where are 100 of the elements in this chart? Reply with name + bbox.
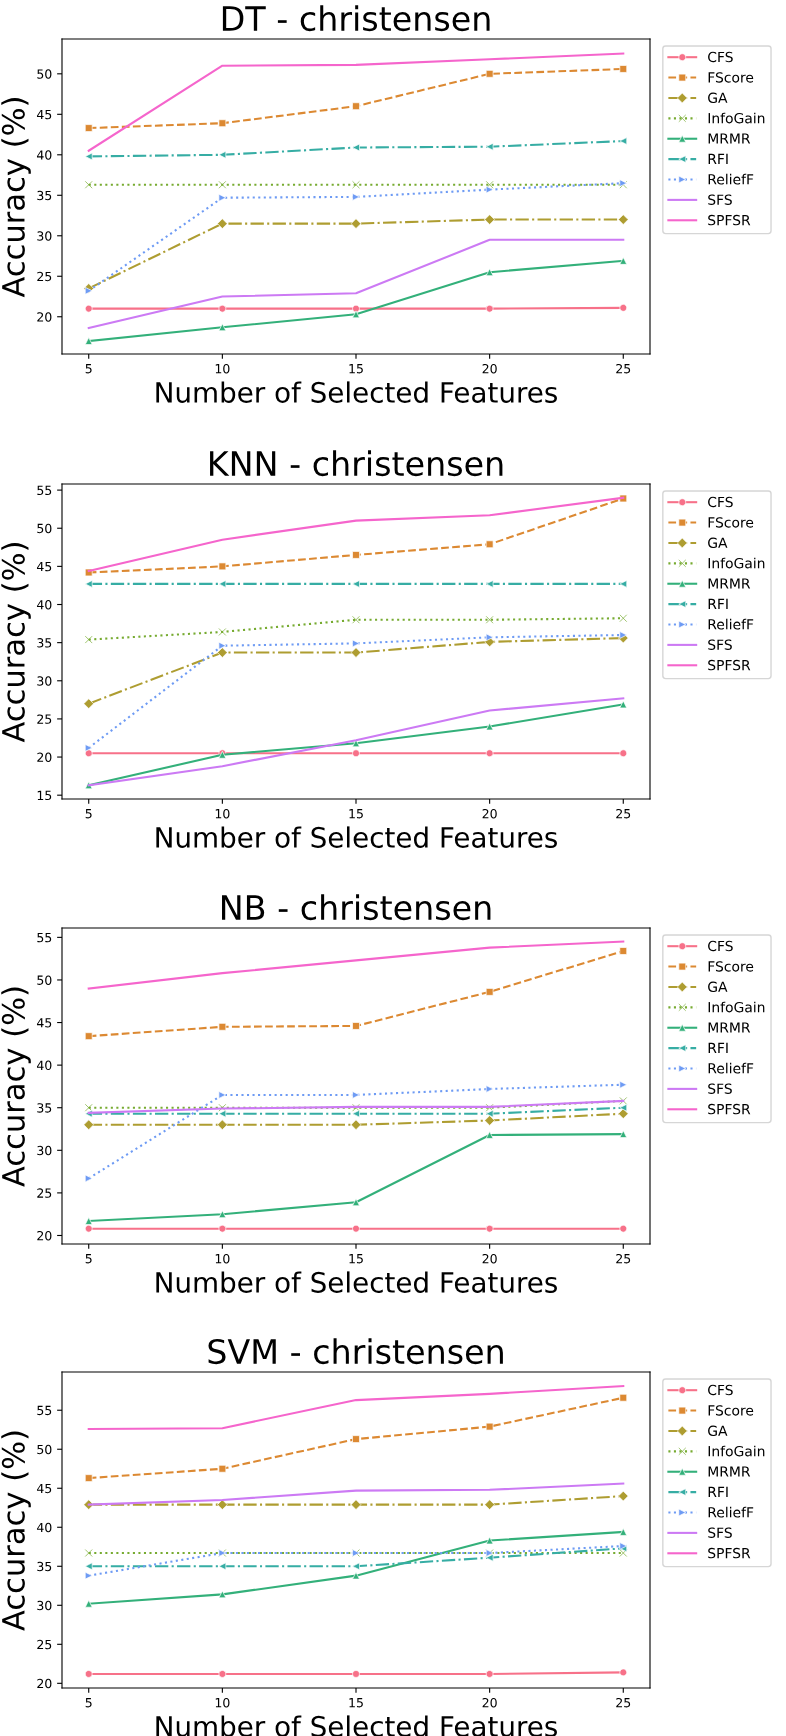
x-tick-label: 10 [215,1697,230,1708]
y-tick-label: 25 [37,1639,52,1650]
legend-label: SPFSR [708,214,751,226]
chart-title: SVM - christensen [208,1338,503,1365]
y-tick-label: 50 [37,1444,52,1455]
x-tick-label: 25 [616,1697,631,1708]
x-axis-title: Number of Selected Features [156,826,557,848]
legend-label: RFI [708,598,728,609]
y-tick-label: 30 [37,676,52,686]
legend-label: FScore [708,1405,754,1416]
legend-label: SPFSR [708,1547,751,1559]
y-tick-label: 50 [37,523,52,534]
y-tick-label: 35 [37,1561,52,1572]
legend-label: SFS [708,639,732,650]
y-tick-label: 40 [36,1060,52,1071]
x-tick-label: 20 [482,1253,497,1264]
legend-label: SFS [708,1083,732,1094]
legend-label: ReliefF [708,1062,754,1074]
legend-label: MRMR [708,133,751,144]
legend-label: ReliefF [708,618,754,630]
y-tick-label: 20 [37,752,52,762]
x-tick-label: 15 [349,364,363,374]
legend-label: InfoGain [708,1001,765,1013]
legend-label: GA [708,92,728,104]
y-axis-title: Accuracy (%) [1,1431,31,1631]
y-tick-label: 30 [37,1145,52,1156]
legend-label: FScore [708,517,754,528]
y-tick-label: 35 [37,1103,52,1113]
y-axis-title: Accuracy (%) [1,98,31,298]
y-tick-label: 45 [36,562,52,572]
chart-title: NB - christensen [222,894,491,921]
legend-label: InfoGain [708,112,765,124]
legend-label: GA [708,537,728,549]
chart-title: DT - christensen [222,5,490,32]
legend-label: GA [708,981,728,993]
y-tick-label: 50 [37,69,52,79]
chart-title: KNN - christensen [210,450,503,477]
legend-label: GA [708,1425,728,1437]
x-tick-label: 10 [215,808,230,819]
y-tick-label: 20 [37,312,52,322]
y-tick-label: 40 [36,1522,52,1533]
x-tick-label: 25 [616,1253,631,1264]
x-tick-label: 20 [482,1697,497,1708]
x-tick-label: 10 [215,1253,230,1264]
x-tick-label: 5 [85,1698,92,1708]
legend-label: RFI [708,1486,728,1497]
y-tick-label: 45 [36,109,52,120]
y-tick-label: 15 [37,790,52,801]
legend-label: MRMR [708,1022,751,1033]
x-axis-title: Number of Selected Features [156,1271,557,1293]
legend-label: MRMR [708,1466,751,1477]
legend-label: MRMR [708,578,751,589]
y-tick-label: 55 [37,933,52,943]
x-tick-label: 25 [616,808,631,819]
legend-label: InfoGain [708,1445,765,1457]
legend-label: CFS [708,1384,733,1396]
y-tick-label: 50 [37,975,52,985]
x-axis-title: Number of Selected Features [156,381,557,403]
x-tick-label: 5 [85,809,92,819]
y-tick-label: 55 [37,485,52,496]
legend-label: SFS [708,1527,732,1538]
y-tick-label: 40 [36,599,52,610]
legend-label: ReliefF [708,173,754,185]
legend-label: SPFSR [708,659,751,671]
legend-label: CFS [708,940,733,952]
x-tick-label: 15 [349,1254,363,1264]
y-tick-label: 25 [37,1188,52,1198]
legend-label: CFS [708,496,733,508]
x-tick-label: 20 [482,363,497,374]
x-tick-label: 15 [349,1698,363,1708]
legend-label: FScore [708,72,754,83]
x-tick-label: 25 [616,363,631,374]
y-tick-label: 35 [37,190,52,201]
y-tick-label: 20 [37,1230,52,1241]
y-axis-title: Accuracy (%) [1,543,31,743]
x-tick-label: 5 [85,1254,92,1264]
y-axis-title: Accuracy (%) [1,987,31,1187]
y-tick-label: 45 [36,1018,52,1028]
legend-label: RFI [708,153,728,164]
legend-label: RFI [708,1042,728,1053]
legend-label: InfoGain [708,557,765,569]
x-tick-label: 15 [349,809,363,819]
legend-label: SFS [708,194,732,205]
y-tick-label: 40 [36,150,52,160]
y-tick-label: 25 [37,271,52,282]
y-tick-label: 45 [36,1483,52,1494]
x-tick-label: 5 [85,364,92,374]
x-axis-title: Number of Selected Features [156,1715,557,1736]
legend-label: SPFSR [708,1103,751,1115]
y-tick-label: 25 [37,714,52,724]
y-tick-label: 30 [37,231,52,241]
legend-label: ReliefF [708,1506,754,1518]
x-tick-label: 10 [215,363,230,374]
x-tick-label: 20 [482,808,497,819]
y-tick-label: 20 [37,1678,52,1689]
y-tick-label: 55 [37,1405,52,1416]
legend-label: CFS [708,51,733,63]
legend-label: FScore [708,961,754,972]
y-tick-label: 35 [37,638,52,648]
y-tick-label: 30 [37,1600,52,1611]
